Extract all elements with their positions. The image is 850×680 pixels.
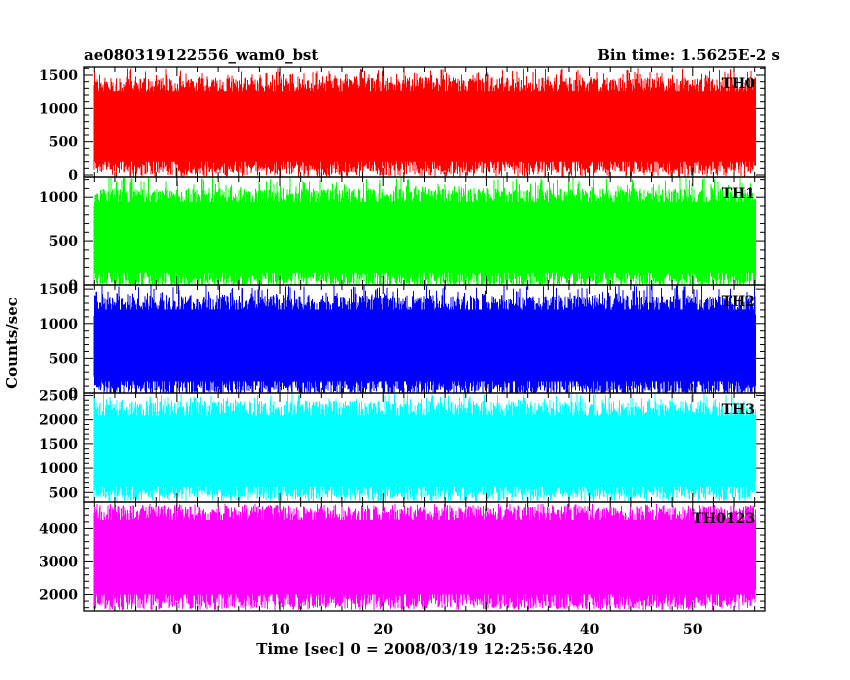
y-tick-label: 2500 bbox=[39, 388, 78, 404]
panel-label-th0123: TH0123 bbox=[692, 511, 755, 527]
panel-label-th2: TH2 bbox=[722, 294, 755, 310]
y-tick-label: 1000 bbox=[39, 461, 78, 477]
x-tick-label: 30 bbox=[477, 622, 497, 638]
series-core-th0123 bbox=[94, 520, 755, 595]
panel-th2: 0 500 1000 1500 TH2 bbox=[39, 282, 766, 402]
y-tick-label: 0 bbox=[68, 168, 78, 184]
panel-th3: 500 1000 1500 2000 2500 TH3 bbox=[39, 388, 766, 503]
panel-label-th1: TH1 bbox=[722, 186, 755, 202]
x-tick-label: 40 bbox=[580, 622, 600, 638]
y-tick-label: 1000 bbox=[39, 317, 78, 333]
x-tick-label: 0 bbox=[172, 622, 182, 638]
y-tick-label: 0 bbox=[68, 386, 78, 402]
x-tick-label: 10 bbox=[270, 622, 290, 638]
y-tick-label: 1500 bbox=[39, 282, 78, 298]
y-tick-label: 3000 bbox=[39, 554, 78, 570]
y-tick-label: 0 bbox=[68, 278, 78, 294]
x-axis-label: Time [sec] 0 = 2008/03/19 12:25:56.420 bbox=[256, 640, 593, 658]
panel-th1: 0 500 1000 TH1 bbox=[39, 176, 766, 294]
x-axis: 0 10 20 30 40 50 bbox=[172, 622, 703, 638]
y-tick-label: 2000 bbox=[39, 587, 78, 603]
series-core-th2 bbox=[94, 309, 755, 382]
y-tick-label: 500 bbox=[49, 351, 78, 367]
series-core-th3 bbox=[94, 415, 755, 487]
y-tick-label: 1500 bbox=[39, 68, 78, 84]
panel-th0: 0 500 1000 1500 TH0 bbox=[39, 66, 766, 184]
series-core-th1 bbox=[94, 201, 755, 273]
y-tick-label: 500 bbox=[49, 135, 78, 151]
y-tick-label: 2000 bbox=[39, 413, 78, 429]
y-tick-label: 500 bbox=[49, 485, 78, 501]
y-tick-label: 1000 bbox=[39, 190, 78, 206]
chart-title: ae080319122556_wam0_bst bbox=[84, 46, 318, 64]
y-tick-label: 1500 bbox=[39, 437, 78, 453]
x-tick-label: 20 bbox=[373, 622, 393, 638]
y-tick-label: 4000 bbox=[39, 521, 78, 537]
panel-label-th0: TH0 bbox=[722, 76, 756, 92]
y-tick-label: 500 bbox=[49, 234, 78, 250]
panel-th0123: 2000 3000 4000 TH0123 bbox=[39, 501, 766, 612]
y-tick-label: 1000 bbox=[39, 101, 78, 117]
series-core-th0 bbox=[94, 91, 755, 162]
panels-group: 0 500 1000 1500 TH0 0 500 1000 TH1 0 500 1000 1500 TH… bbox=[39, 66, 766, 612]
bin-time-label: Bin time: 1.5625E-2 s bbox=[597, 46, 780, 64]
y-axis-label: Counts/sec bbox=[3, 297, 21, 389]
x-tick-label: 50 bbox=[683, 622, 703, 638]
panel-label-th3: TH3 bbox=[722, 402, 755, 418]
